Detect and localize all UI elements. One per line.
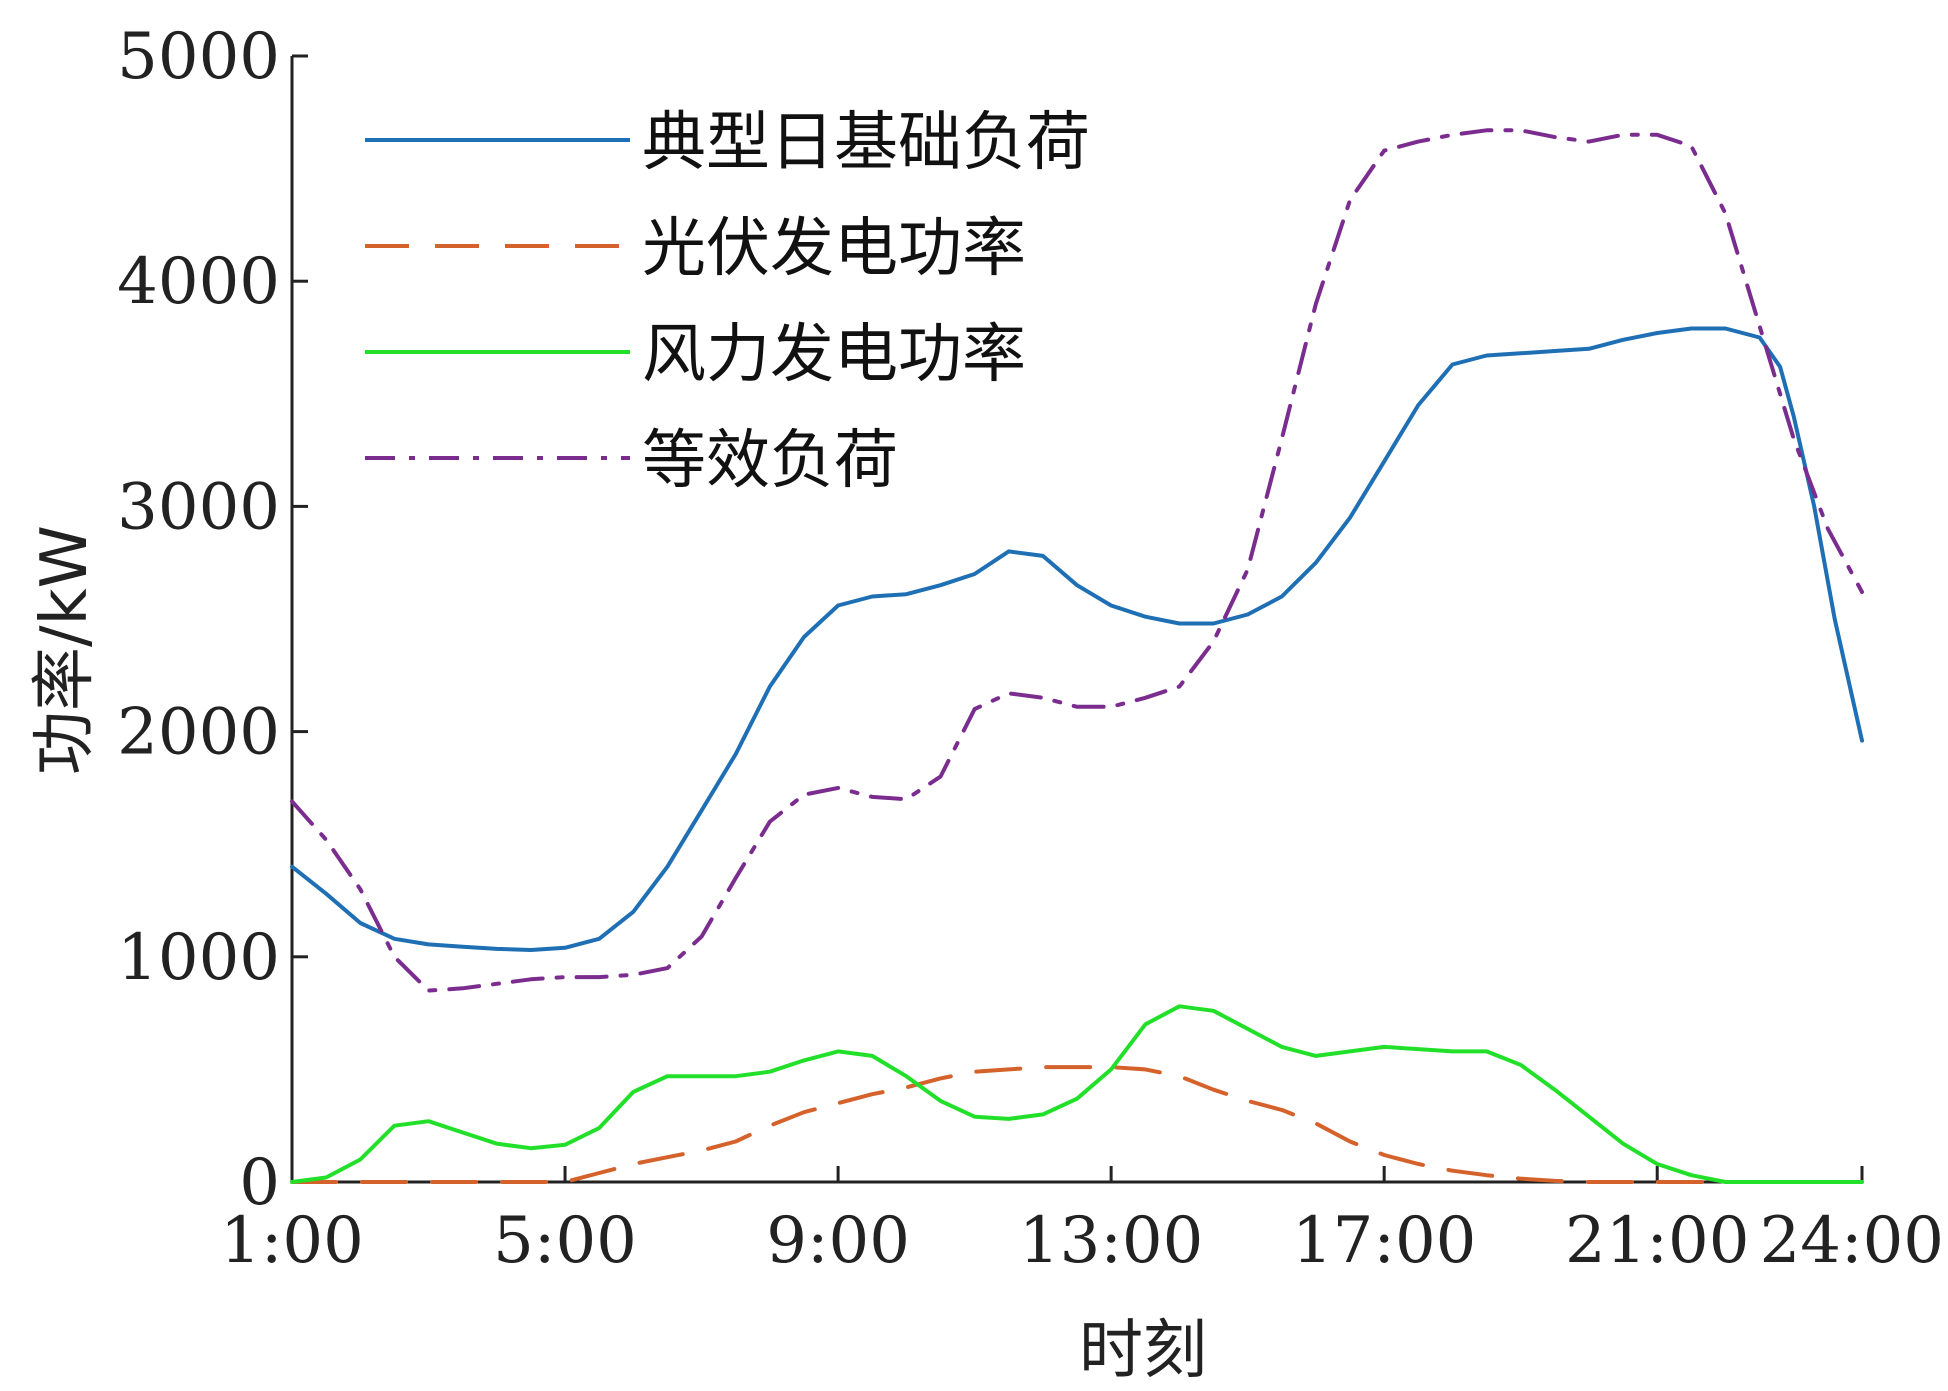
x-tick-label: 21:00 (1565, 1204, 1749, 1278)
legend-label-equivalent-load: 等效负荷 (642, 424, 898, 498)
y-tick-label: 4000 (117, 245, 280, 319)
x-tick-label: 9:00 (766, 1204, 910, 1278)
x-tick-label: 5:00 (493, 1204, 637, 1278)
legend-entry-equivalent-load: 等效负荷 (365, 424, 898, 498)
x-tick-label: 1:00 (220, 1204, 364, 1278)
series-line-base-load (290, 326, 1864, 952)
axes (290, 56, 1862, 1184)
y-tick-label: 3000 (117, 470, 280, 544)
x-tick-label: 17:00 (1292, 1204, 1476, 1278)
y-ticks: 0 1000 2000 3000 4000 5000 (117, 20, 308, 1220)
x-tick-label: 24:00 (1760, 1204, 1944, 1278)
y-tick-label: 0 (239, 1146, 280, 1220)
series-layer (290, 128, 1864, 1184)
series-line-equivalent-load (290, 128, 1864, 993)
series-line-pv-power (290, 1065, 1864, 1184)
legend-entry-base-load: 典型日基础负荷 (365, 106, 1090, 180)
y-tick-label: 1000 (117, 921, 280, 995)
legend-label-wind-power: 风力发电功率 (642, 318, 1026, 392)
series-line-wind-power (290, 1004, 1864, 1184)
legend-entry-wind-power: 风力发电功率 (365, 318, 1026, 392)
x-ticks: 1:00 5:00 9:00 13:00 17:00 21:00 24:00 (220, 1166, 1944, 1278)
x-axis-title: 时刻 (1079, 1314, 1207, 1388)
x-tick-label: 13:00 (1019, 1204, 1203, 1278)
legend-entry-pv-power: 光伏发电功率 (365, 212, 1026, 286)
legend-label-pv-power: 光伏发电功率 (642, 212, 1026, 286)
y-tick-label: 2000 (117, 696, 280, 770)
legend-label-base-load: 典型日基础负荷 (642, 106, 1090, 180)
y-tick-label: 5000 (117, 20, 280, 94)
y-axis-title: 功率/kW (28, 525, 102, 775)
legend: 典型日基础负荷 光伏发电功率 风力发电功率 等效负荷 (365, 106, 1090, 498)
